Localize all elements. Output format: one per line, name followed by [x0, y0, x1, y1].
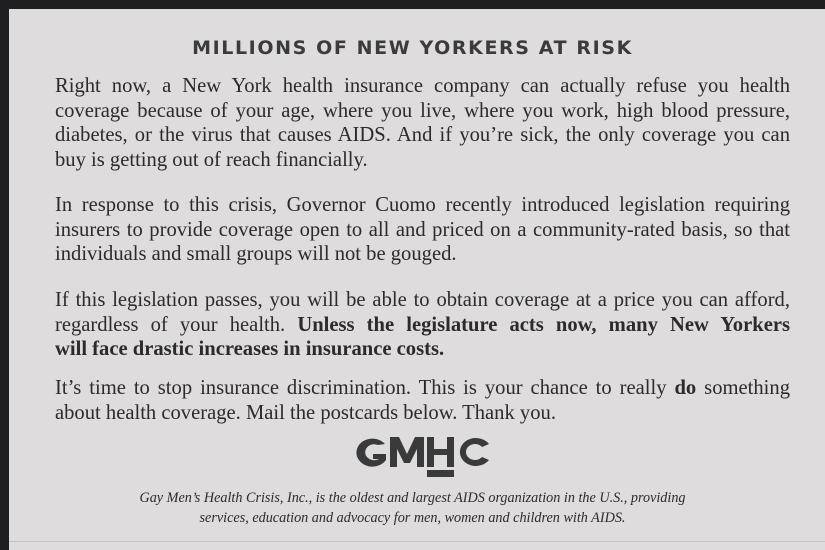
text-line: If this legislation passes, you will be … [55, 289, 790, 311]
text-bold: will face drastic increases in insurance… [55, 338, 445, 360]
text-bold: Unless the legislature acts now, many Ne… [297, 313, 790, 336]
footer-line: services, education and advocacy for men… [199, 510, 626, 526]
gmhc-logo [356, 437, 489, 477]
footer-line: Gay Men’s Health Crisis, Inc., is the ol… [139, 490, 686, 506]
paragraph-4: It’s time to stop insurance discriminati… [55, 376, 790, 425]
text-line: will face drastic increases in insurance… [55, 337, 790, 362]
text-line: coverage because of your age, where you … [55, 99, 790, 122]
organization-description: Gay Men’s Health Crisis, Inc., is the ol… [0, 488, 825, 528]
paragraph-1: Right now, a New York health insurance c… [55, 74, 790, 172]
text-regular: something [696, 377, 790, 399]
text-line: insurers to provide coverage open to all… [55, 218, 790, 241]
text-line: regardless of your health. Unless the le… [55, 313, 790, 338]
fold-line [9, 541, 825, 542]
text-line: individuals and small groups will not be… [55, 243, 457, 265]
headline: MILLIONS OF NEW YORKERS AT RISK [192, 37, 633, 59]
text-line: buy is getting out of reach financially. [55, 148, 368, 171]
text-line: diabetes, or the virus that causes AIDS.… [55, 124, 790, 146]
paragraph-2: In response to this crisis, Governor Cuo… [55, 193, 790, 267]
paragraph-3: If this legislation passes, you will be … [55, 288, 790, 362]
text-bold: do [674, 377, 697, 399]
text-regular: regardless of your health. [55, 313, 298, 336]
text-line: It’s time to stop insurance discriminati… [55, 376, 790, 401]
text-line: about health coverage. Mail the postcard… [55, 401, 556, 424]
text-line: In response to this crisis, Governor Cuo… [55, 194, 790, 216]
text-line: Right now, a New York health insurance c… [55, 75, 790, 97]
text-regular: It’s time to stop insurance discriminati… [55, 377, 675, 399]
